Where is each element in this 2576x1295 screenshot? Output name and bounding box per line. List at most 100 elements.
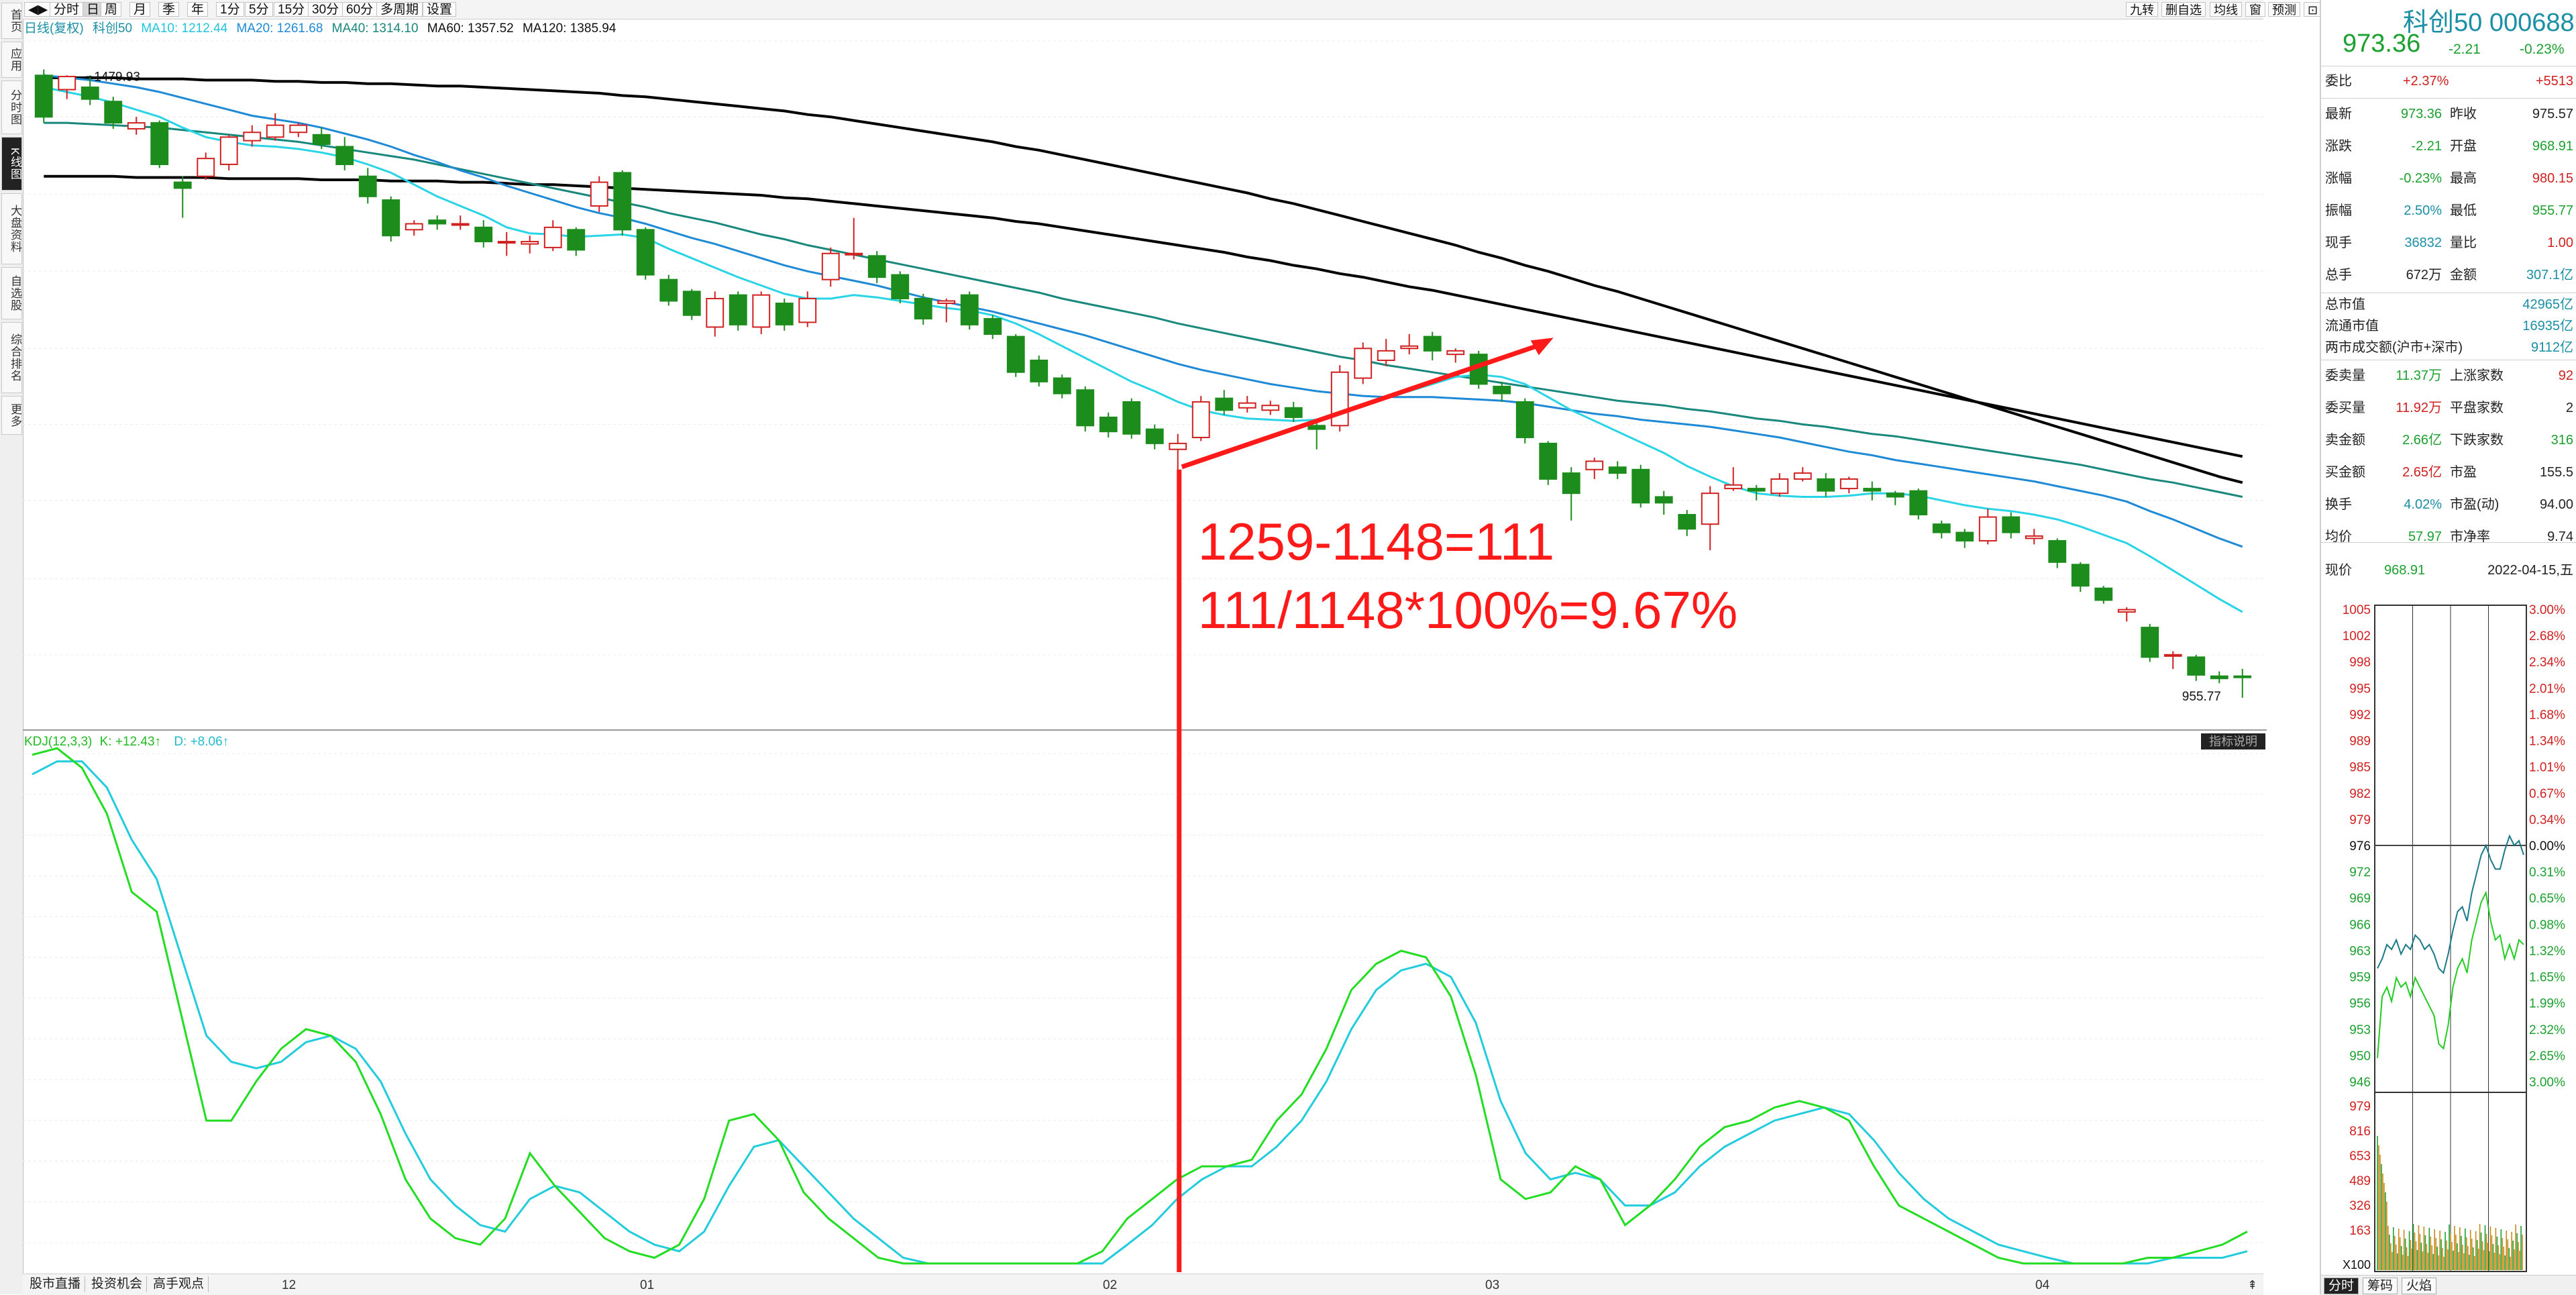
candle-body [729, 294, 747, 325]
candle-body [798, 297, 817, 323]
chart-mode-label[interactable]: 日线(复权) [24, 21, 84, 36]
mini-price-label: 998 [2349, 656, 2371, 670]
candle-body [937, 300, 956, 305]
candle-body [590, 181, 608, 207]
left-nav-item-1[interactable]: 应用 [1, 42, 22, 78]
candle [937, 298, 956, 323]
kdj-name[interactable]: KDJ(12,3,3) [24, 735, 93, 749]
candle-body [1978, 516, 1997, 541]
tool-button-3[interactable]: 窗 [2245, 2, 2265, 17]
candle [1191, 396, 1210, 442]
period-tab-6[interactable]: 1分 [216, 2, 244, 17]
kline-chart[interactable]: 15091445138013151250118611221056991.9147… [23, 19, 2267, 1272]
now-value: 968.91 [2384, 563, 2426, 578]
candle [1839, 476, 1858, 494]
order-value-a: 11.37万 [2396, 368, 2442, 383]
order-value-a: 2.66亿 [2402, 433, 2442, 448]
quote-value-b: 1.00 [2547, 236, 2573, 250]
mini-vol-label: 816 [2349, 1125, 2371, 1139]
quote-value-a: -2.21 [2411, 139, 2442, 154]
period-tab-3[interactable]: 月 [129, 2, 151, 17]
order-value-b: 92 [2558, 368, 2573, 383]
period-tab-7[interactable]: 5分 [245, 2, 273, 17]
candle [821, 247, 840, 287]
order-label-b: 市盈 [2450, 465, 2477, 480]
mini-pct-label: 0.00% [2529, 839, 2565, 853]
candle-body [1307, 425, 1326, 430]
candle-body [1654, 496, 1673, 504]
kdj-d-value: D: +8.06↑ [174, 735, 229, 749]
candle [1747, 484, 1766, 501]
left-nav-item-3[interactable]: K线图 [1, 137, 22, 191]
indicator-help-button[interactable]: 指标说明 [2201, 733, 2265, 749]
mini-tab-0[interactable]: 分时 [2324, 1278, 2359, 1294]
bottom-tab-1[interactable]: 投资机会 [87, 1276, 148, 1292]
mini-pct-label: 1.01% [2529, 761, 2565, 775]
mini-tab-2[interactable]: 火焰 [2402, 1278, 2437, 1294]
candle [58, 75, 76, 99]
tool-button-4[interactable]: 预测 [2268, 2, 2300, 17]
date-tick-2: 02 [1103, 1278, 1118, 1292]
mini-price-label: 946 [2349, 1076, 2371, 1090]
left-nav-item-7[interactable]: 更多 [1, 396, 22, 435]
candle [1955, 529, 1974, 548]
scroll-up-icon[interactable]: ⇞ [2247, 1278, 2258, 1292]
candle [891, 271, 910, 304]
candle [1562, 467, 1580, 521]
tool-button-1[interactable]: 删自选 [2161, 2, 2206, 17]
bottom-tab-0[interactable]: 股市直播 [25, 1276, 86, 1292]
period-tab-0[interactable]: 分时 [50, 2, 84, 17]
candle-body [289, 124, 308, 134]
intraday-mini-chart[interactable]: 1005 3.00% 1002 2.68% 998 2.34% 995 2.01% 992 1.6… [2321, 593, 2576, 1274]
tool-button-0[interactable]: 九转 [2126, 2, 2158, 17]
candle-body [197, 158, 215, 177]
candle-body [1377, 350, 1395, 361]
market-value: 16935亿 [2522, 319, 2573, 333]
candle [1215, 390, 1234, 415]
period-tab-12[interactable]: 设置 [423, 2, 457, 17]
ma40-line [44, 121, 2243, 498]
mini-price-line [2377, 834, 2524, 975]
candle [1817, 473, 1835, 497]
order-label-a: 换手 [2325, 497, 2352, 512]
order-label-a: 委买量 [2325, 401, 2365, 415]
candle-body [636, 229, 655, 276]
left-nav-item-4[interactable]: 大盘资料 [1, 193, 22, 264]
mini-tab-1[interactable]: 筹码 [2363, 1278, 2398, 1294]
candle [914, 293, 932, 325]
toolbar-nav-arrows[interactable]: ◀▶ [24, 2, 52, 17]
candle [1978, 509, 1997, 545]
candle [659, 274, 678, 306]
mini-pct-label: 1.68% [2529, 708, 2565, 722]
period-tab-10[interactable]: 60分 [342, 2, 378, 17]
tool-button-2[interactable]: 均线 [2210, 2, 2242, 17]
market-label: 两市成交额(沪市+深市) [2325, 340, 2463, 355]
period-tab-8[interactable]: 15分 [274, 2, 309, 17]
left-nav-item-6[interactable]: 综合排名 [1, 322, 22, 393]
period-tab-11[interactable]: 多周期 [376, 2, 423, 17]
quote-label-b: 开盘 [2450, 139, 2477, 154]
period-tab-4[interactable]: 季 [158, 2, 180, 17]
lock-icon[interactable]: ⊡ [2304, 2, 2322, 17]
candle [474, 220, 493, 248]
candle [1701, 486, 1719, 551]
candle [1030, 355, 1049, 386]
left-nav-item-5[interactable]: 自选股 [1, 267, 22, 319]
bottom-tab-2[interactable]: 高手观点 [149, 1276, 209, 1292]
order-label-b: 市盈(动) [2450, 497, 2500, 512]
left-nav-item-2[interactable]: 分时图 [1, 81, 22, 134]
period-tab-9[interactable]: 30分 [308, 2, 343, 17]
candle [1886, 490, 1904, 505]
candle-body [58, 76, 76, 91]
left-nav-item-0[interactable]: 首页 [1, 3, 22, 39]
mini-price-label: 969 [2349, 892, 2371, 906]
period-tab-2[interactable]: 周 [101, 2, 122, 17]
candle [497, 231, 516, 256]
order-value-b: 316 [2551, 433, 2573, 448]
period-tab-5[interactable]: 年 [187, 2, 209, 17]
quote-value-a: 672万 [2406, 268, 2442, 282]
candle-body [497, 241, 516, 244]
mini-pct-label: 1.34% [2529, 735, 2565, 749]
candle-body [1122, 401, 1141, 435]
order-value-b: 9.74 [2547, 529, 2573, 544]
